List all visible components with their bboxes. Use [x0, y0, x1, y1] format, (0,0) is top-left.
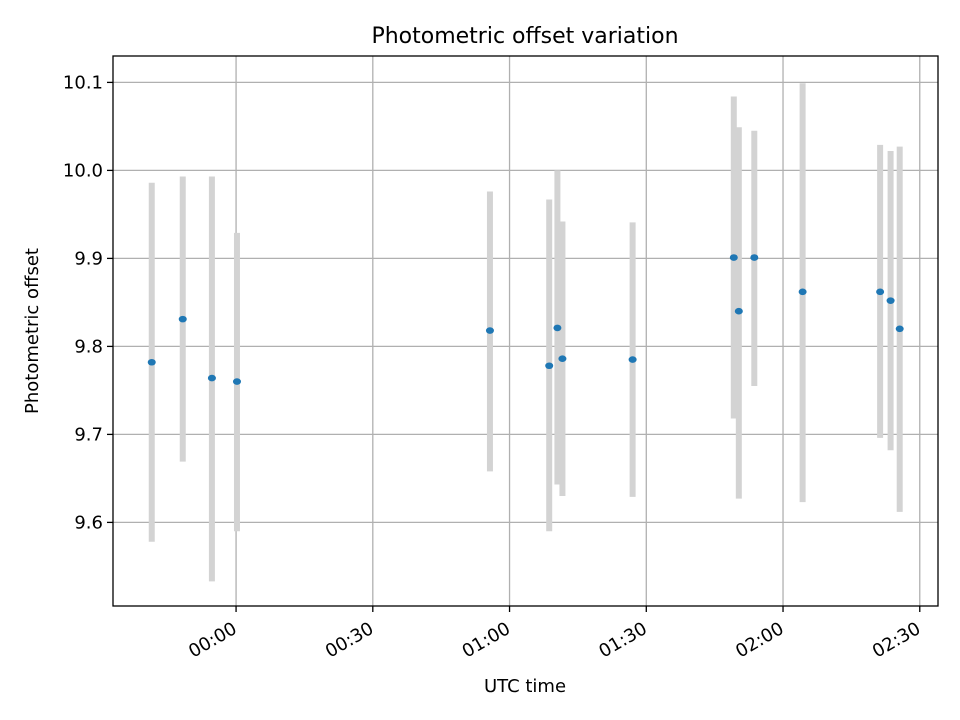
y-tick-label: 9.9 [74, 248, 103, 269]
x-axis-label: UTC time [484, 676, 566, 697]
chart-title: Photometric offset variation [371, 24, 678, 49]
y-tick-label: 10.0 [63, 160, 103, 181]
point-layer [147, 254, 904, 385]
plot-frame [112, 55, 939, 607]
data-point [798, 288, 807, 296]
y-axis-label: Photometric offset [22, 248, 43, 414]
data-point [178, 315, 187, 323]
data-point [558, 355, 567, 363]
y-tick-label: 9.7 [74, 424, 103, 445]
data-point [734, 307, 743, 315]
y-tick-label: 9.6 [74, 512, 103, 533]
data-point [232, 378, 241, 385]
data-point [750, 254, 759, 261]
data-point [876, 288, 885, 296]
y-tick-label: 10.1 [63, 72, 103, 93]
data-point [628, 356, 637, 363]
data-point [553, 324, 562, 332]
data-point [729, 254, 738, 261]
data-point [545, 362, 554, 370]
data-point [886, 297, 895, 304]
data-point [207, 374, 216, 382]
data-point [147, 358, 156, 366]
data-point [895, 325, 904, 333]
data-point [485, 327, 494, 334]
y-tick-label: 9.8 [74, 336, 103, 357]
